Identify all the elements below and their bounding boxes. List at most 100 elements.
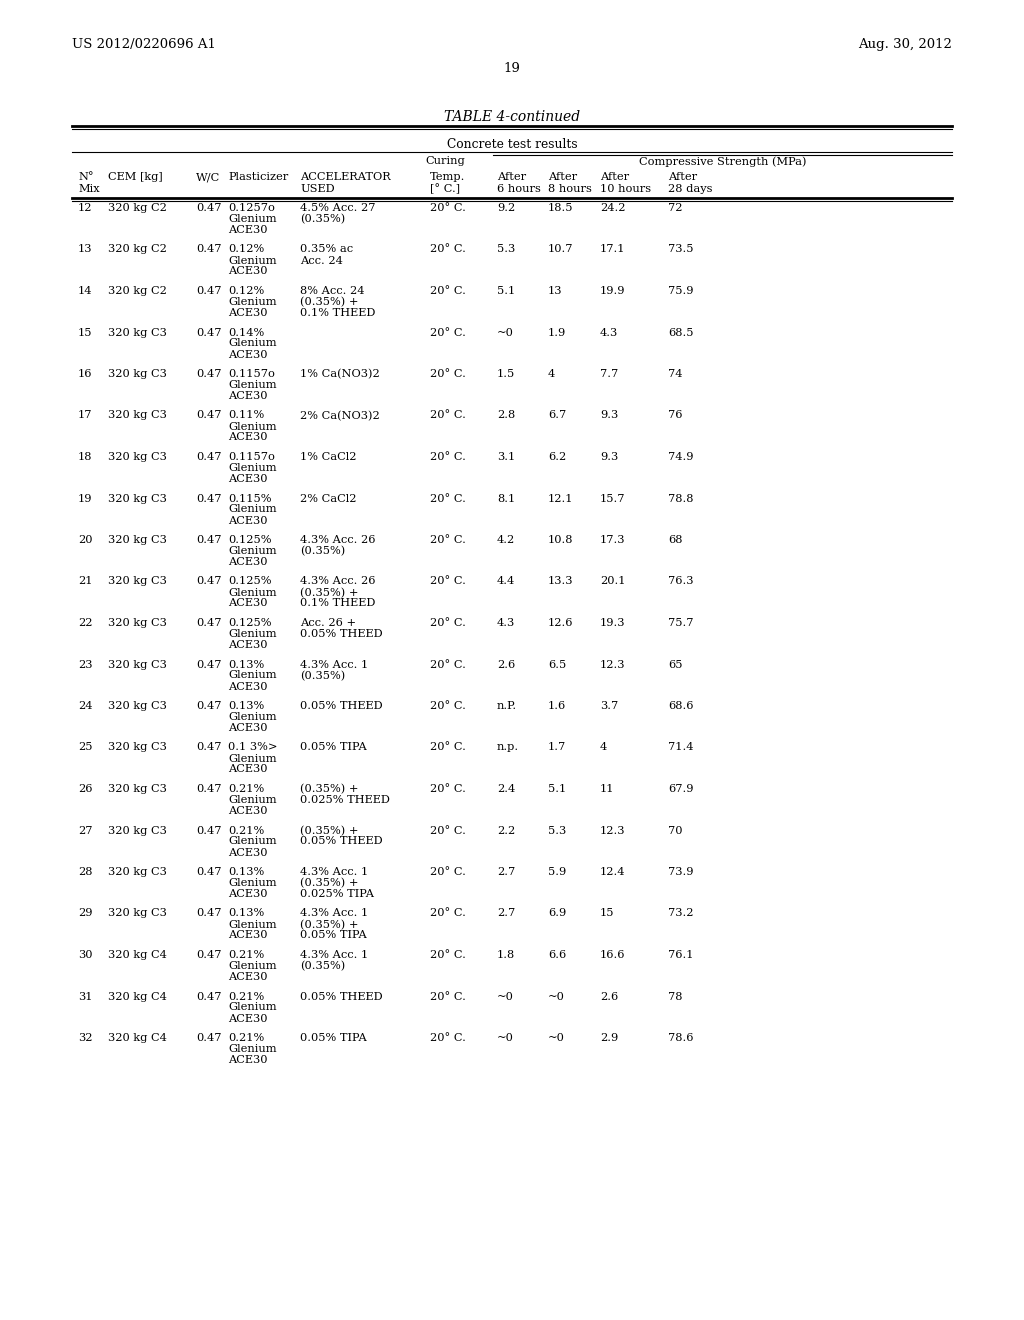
Text: 5.3: 5.3 (548, 825, 566, 836)
Text: 20° C.: 20° C. (430, 577, 466, 586)
Text: 10.8: 10.8 (548, 535, 573, 545)
Text: 0.47: 0.47 (196, 411, 221, 421)
Text: 4: 4 (548, 370, 555, 379)
Text: ACE30: ACE30 (228, 224, 267, 235)
Text: Compressive Strength (MPa): Compressive Strength (MPa) (639, 156, 806, 166)
Text: 2.8: 2.8 (497, 411, 515, 421)
Text: n.P.: n.P. (497, 701, 517, 711)
Text: 2% Ca(NO3)2: 2% Ca(NO3)2 (300, 411, 380, 421)
Text: 18: 18 (78, 451, 92, 462)
Text: 4.3: 4.3 (600, 327, 618, 338)
Text: Glenium: Glenium (228, 1002, 276, 1012)
Text: 2.2: 2.2 (497, 825, 515, 836)
Text: CEM [kg]: CEM [kg] (108, 172, 163, 182)
Text: 4: 4 (600, 742, 607, 752)
Text: 4.4: 4.4 (497, 577, 515, 586)
Text: 20° C.: 20° C. (430, 908, 466, 919)
Text: (0.35%) +: (0.35%) + (300, 878, 358, 888)
Text: 0.11%: 0.11% (228, 411, 264, 421)
Text: 320 kg C3: 320 kg C3 (108, 867, 167, 876)
Text: 20° C.: 20° C. (430, 742, 466, 752)
Text: 20° C.: 20° C. (430, 618, 466, 628)
Text: 70: 70 (668, 825, 683, 836)
Text: (0.35%) +: (0.35%) + (300, 920, 358, 929)
Text: ACE30: ACE30 (228, 391, 267, 401)
Text: 320 kg C3: 320 kg C3 (108, 825, 167, 836)
Text: 1.9: 1.9 (548, 327, 566, 338)
Text: 4.3% Acc. 26: 4.3% Acc. 26 (300, 577, 376, 586)
Text: 14: 14 (78, 286, 92, 296)
Text: 17.1: 17.1 (600, 244, 626, 255)
Text: 0.1157o: 0.1157o (228, 451, 274, 462)
Text: ACE30: ACE30 (228, 433, 267, 442)
Text: After: After (600, 172, 629, 182)
Text: 65: 65 (668, 660, 683, 669)
Text: [° C.]: [° C.] (430, 183, 460, 194)
Text: 12.3: 12.3 (600, 825, 626, 836)
Text: (0.35%) +: (0.35%) + (300, 297, 358, 308)
Text: Glenium: Glenium (228, 421, 276, 432)
Text: Glenium: Glenium (228, 671, 276, 681)
Text: 68.5: 68.5 (668, 327, 693, 338)
Text: 20° C.: 20° C. (430, 701, 466, 711)
Text: 0.21%: 0.21% (228, 991, 264, 1002)
Text: Concrete test results: Concrete test results (446, 139, 578, 150)
Text: 320 kg C4: 320 kg C4 (108, 950, 167, 960)
Text: 4.3% Acc. 26: 4.3% Acc. 26 (300, 535, 376, 545)
Text: Glenium: Glenium (228, 380, 276, 389)
Text: 0.05% THEED: 0.05% THEED (300, 701, 383, 711)
Text: 13: 13 (548, 286, 562, 296)
Text: 20° C.: 20° C. (430, 950, 466, 960)
Text: ~0: ~0 (548, 991, 565, 1002)
Text: (0.35%): (0.35%) (300, 961, 345, 972)
Text: 76.3: 76.3 (668, 577, 693, 586)
Text: ACE30: ACE30 (228, 598, 267, 609)
Text: 320 kg C2: 320 kg C2 (108, 203, 167, 213)
Text: 68.6: 68.6 (668, 701, 693, 711)
Text: 19.9: 19.9 (600, 286, 626, 296)
Text: 0.1 3%>: 0.1 3%> (228, 742, 278, 752)
Text: Glenium: Glenium (228, 463, 276, 473)
Text: Glenium: Glenium (228, 630, 276, 639)
Text: 0.12%: 0.12% (228, 244, 264, 255)
Text: 75.7: 75.7 (668, 618, 693, 628)
Text: 10.7: 10.7 (548, 244, 573, 255)
Text: 6 hours: 6 hours (497, 183, 541, 194)
Text: 20° C.: 20° C. (430, 494, 466, 503)
Text: 1.8: 1.8 (497, 950, 515, 960)
Text: 0.1% THEED: 0.1% THEED (300, 598, 376, 609)
Text: Glenium: Glenium (228, 338, 276, 348)
Text: 73.2: 73.2 (668, 908, 693, 919)
Text: 2.7: 2.7 (497, 908, 515, 919)
Text: 78.6: 78.6 (668, 1034, 693, 1043)
Text: 4.5% Acc. 27: 4.5% Acc. 27 (300, 203, 376, 213)
Text: 11: 11 (600, 784, 614, 795)
Text: 5.1: 5.1 (548, 784, 566, 795)
Text: 9.2: 9.2 (497, 203, 515, 213)
Text: 32: 32 (78, 1034, 92, 1043)
Text: 29: 29 (78, 908, 92, 919)
Text: 6.6: 6.6 (548, 950, 566, 960)
Text: 76: 76 (668, 411, 683, 421)
Text: 17: 17 (78, 411, 92, 421)
Text: Mix: Mix (78, 183, 99, 194)
Text: 0.21%: 0.21% (228, 950, 264, 960)
Text: 20° C.: 20° C. (430, 660, 466, 669)
Text: Glenium: Glenium (228, 546, 276, 556)
Text: 1.7: 1.7 (548, 742, 566, 752)
Text: 0.47: 0.47 (196, 1034, 221, 1043)
Text: 0.47: 0.47 (196, 577, 221, 586)
Text: 2.6: 2.6 (497, 660, 515, 669)
Text: 76.1: 76.1 (668, 950, 693, 960)
Text: (0.35%) +: (0.35%) + (300, 587, 358, 598)
Text: Glenium: Glenium (228, 1044, 276, 1053)
Text: Glenium: Glenium (228, 961, 276, 972)
Text: 0.47: 0.47 (196, 701, 221, 711)
Text: 1.6: 1.6 (548, 701, 566, 711)
Text: 320 kg C3: 320 kg C3 (108, 618, 167, 628)
Text: 0.05% TIPA: 0.05% TIPA (300, 1034, 367, 1043)
Text: ACE30: ACE30 (228, 972, 267, 982)
Text: 0.05% THEED: 0.05% THEED (300, 630, 383, 639)
Text: 78.8: 78.8 (668, 494, 693, 503)
Text: ACE30: ACE30 (228, 308, 267, 318)
